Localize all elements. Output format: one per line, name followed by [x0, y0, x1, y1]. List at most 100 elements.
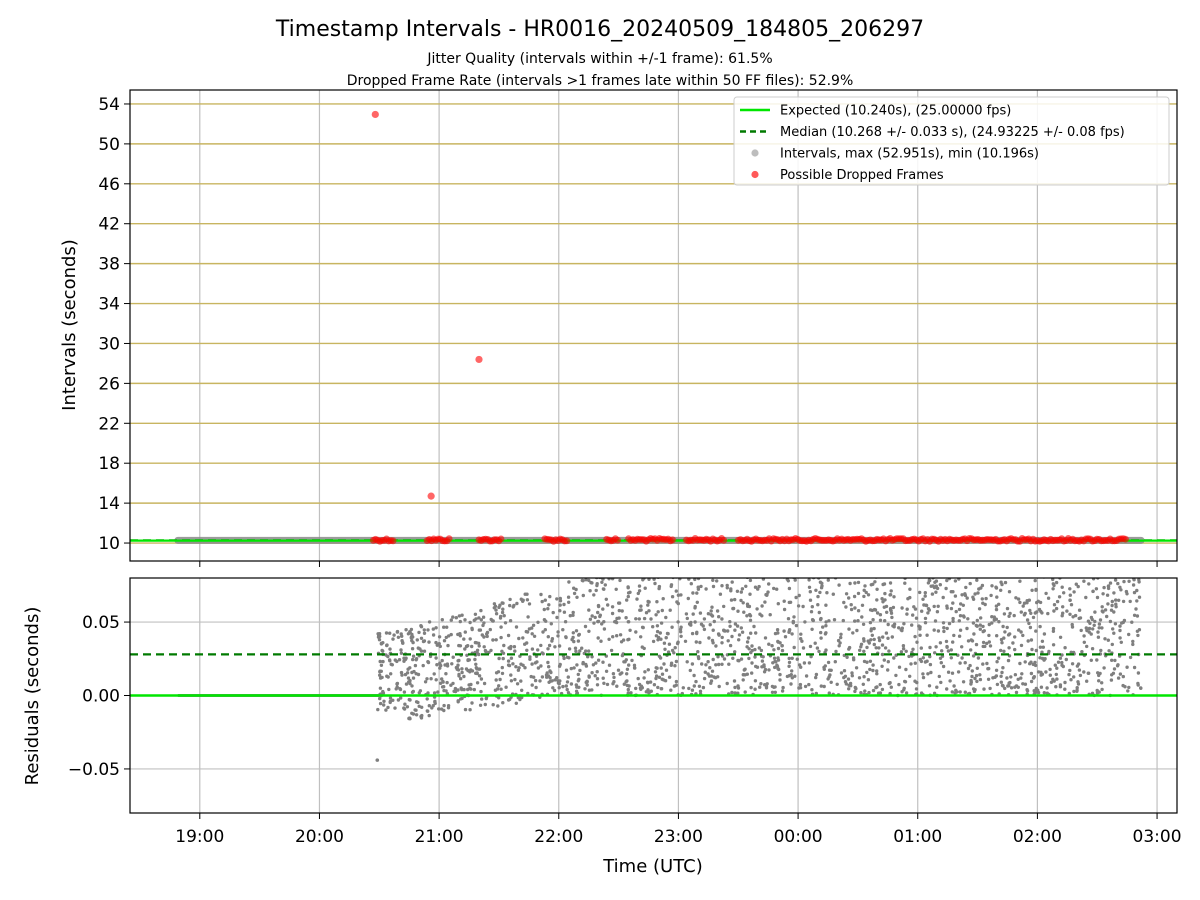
residual-point — [880, 664, 884, 668]
residual-point — [446, 704, 451, 708]
residual-point — [1135, 588, 1139, 593]
residual-point — [377, 638, 382, 642]
residual-point — [410, 690, 415, 694]
residual-point — [925, 633, 929, 637]
residual-point — [1005, 606, 1010, 611]
residual-point — [530, 683, 534, 687]
residual-point — [722, 571, 725, 574]
residual-point — [918, 590, 922, 595]
residual-point — [1017, 628, 1021, 632]
residual-point — [402, 690, 407, 694]
residual-point — [468, 637, 472, 641]
residual-point — [945, 687, 949, 691]
residual-point — [814, 588, 818, 592]
residual-point — [684, 568, 687, 571]
residual-point — [642, 616, 647, 621]
residual-point — [1021, 682, 1025, 686]
residual-point — [1040, 639, 1045, 643]
residual-point — [473, 612, 478, 616]
residual-point — [729, 572, 732, 575]
residual-point — [875, 672, 879, 676]
residual-point — [411, 654, 416, 658]
residual-point — [388, 700, 392, 705]
residual-point — [717, 662, 721, 667]
residual-point — [1072, 590, 1076, 594]
residual-point — [663, 647, 667, 651]
residual-point — [883, 591, 887, 596]
residual-point — [752, 624, 756, 629]
residual-point — [584, 649, 588, 653]
residual-point — [1051, 629, 1056, 633]
residual-point — [616, 668, 621, 672]
residual-point — [883, 598, 887, 602]
residual-point — [1103, 637, 1107, 641]
residual-point — [1050, 562, 1053, 565]
residual-point — [891, 605, 896, 610]
residual-point — [634, 617, 638, 621]
residual-point — [753, 679, 758, 683]
residual-point — [413, 663, 418, 668]
residual-point — [945, 626, 949, 631]
residual-point — [880, 643, 885, 647]
residual-point — [1008, 611, 1012, 616]
residual-point — [1130, 620, 1134, 624]
residual-point — [1001, 624, 1005, 629]
residual-point — [839, 671, 844, 675]
residual-point — [875, 669, 879, 673]
residual-point — [425, 697, 429, 701]
residual-point — [712, 675, 716, 679]
residual-point — [919, 646, 923, 650]
residual-point — [590, 655, 594, 659]
residual-point — [842, 567, 845, 570]
residual-point — [605, 682, 610, 687]
residual-point — [1130, 573, 1133, 576]
residual-point — [669, 584, 673, 589]
residual-point — [742, 673, 746, 677]
residual-point — [989, 593, 993, 598]
residual-point — [654, 676, 658, 681]
x-tick-label: 22:00 — [534, 827, 583, 847]
residual-point — [958, 690, 962, 694]
residuals-panel: 19:00 20:00 21:00 22:00 23:00 00:00 01:00 02:00… — [68, 562, 1182, 847]
residual-point — [781, 573, 784, 576]
residual-point — [986, 677, 991, 681]
residual-point — [530, 632, 534, 636]
residual-point — [499, 635, 503, 640]
residual-point — [1076, 682, 1081, 686]
residual-point — [532, 634, 537, 638]
residual-point — [475, 667, 479, 671]
residual-point — [1052, 609, 1056, 613]
residual-point — [463, 618, 467, 622]
residual-point — [945, 644, 949, 649]
residual-point — [987, 640, 991, 644]
residual-point — [842, 669, 847, 673]
residual-point — [593, 615, 597, 620]
residual-point — [819, 636, 823, 640]
residual-point — [875, 598, 879, 602]
residual-point — [422, 631, 427, 635]
residual-point — [1081, 568, 1084, 571]
residual-point — [886, 668, 890, 672]
residual-point — [1019, 610, 1023, 614]
residual-point — [946, 670, 951, 674]
residual-point — [801, 604, 805, 609]
residual-point — [513, 677, 517, 682]
residual-point — [1009, 686, 1014, 690]
residual-point — [921, 656, 925, 660]
residual-point — [868, 659, 873, 663]
residual-point — [425, 677, 429, 681]
residual-point — [1110, 642, 1115, 647]
residual-point — [575, 663, 579, 667]
residual-point — [435, 643, 439, 647]
residual-point — [432, 672, 436, 676]
residual-point — [787, 664, 791, 668]
residual-point — [655, 629, 660, 634]
residual-point — [952, 684, 956, 688]
residual-point — [618, 633, 623, 637]
residual-point — [698, 640, 702, 645]
residual-point — [526, 691, 530, 696]
residual-point — [743, 563, 746, 566]
residual-point — [829, 566, 832, 569]
residual-point — [410, 638, 414, 643]
residual-point — [1042, 570, 1045, 573]
